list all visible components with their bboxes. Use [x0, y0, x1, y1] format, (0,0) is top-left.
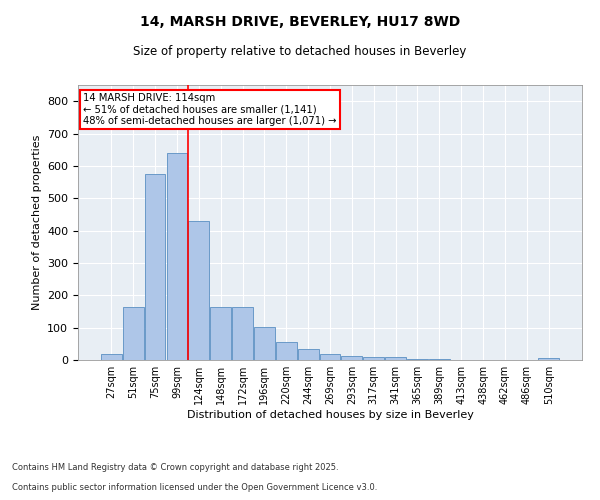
X-axis label: Distribution of detached houses by size in Beverley: Distribution of detached houses by size … — [187, 410, 473, 420]
Bar — [101, 354, 122, 360]
Bar — [538, 358, 559, 360]
Bar — [145, 174, 166, 360]
Bar — [407, 359, 428, 360]
Text: Size of property relative to detached houses in Beverley: Size of property relative to detached ho… — [133, 45, 467, 58]
Bar — [232, 306, 253, 360]
Text: 14 MARSH DRIVE: 114sqm
← 51% of detached houses are smaller (1,141)
48% of semi-: 14 MARSH DRIVE: 114sqm ← 51% of detached… — [83, 93, 337, 126]
Text: Contains HM Land Registry data © Crown copyright and database right 2025.: Contains HM Land Registry data © Crown c… — [12, 464, 338, 472]
Bar — [254, 326, 275, 360]
Bar — [429, 359, 450, 360]
Bar — [210, 306, 231, 360]
Bar — [364, 358, 384, 360]
Bar — [320, 354, 340, 360]
Bar — [123, 306, 143, 360]
Text: 14, MARSH DRIVE, BEVERLEY, HU17 8WD: 14, MARSH DRIVE, BEVERLEY, HU17 8WD — [140, 15, 460, 29]
Text: Contains public sector information licensed under the Open Government Licence v3: Contains public sector information licen… — [12, 484, 377, 492]
Y-axis label: Number of detached properties: Number of detached properties — [32, 135, 41, 310]
Bar — [167, 153, 187, 360]
Bar — [188, 221, 209, 360]
Bar — [341, 356, 362, 360]
Bar — [385, 358, 406, 360]
Bar — [298, 348, 319, 360]
Bar — [276, 342, 296, 360]
